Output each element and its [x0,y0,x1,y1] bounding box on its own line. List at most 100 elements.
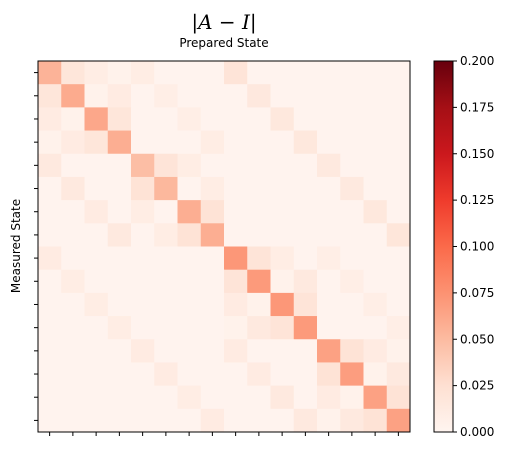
heatmap-cell-r1-c5 [154,84,178,108]
heatmap-cell-r15-c7 [200,408,225,433]
heatmap-cell-r14-c13 [340,385,364,410]
heatmap-cell-r13-c15 [386,362,411,387]
heatmap-cell-r6-c0 [38,200,62,224]
heatmap-cell-r6-c8 [224,200,248,224]
heatmap-cell-r7-c5 [154,223,178,247]
heatmap-cell-r8-c6 [177,246,202,271]
heatmap-cell-r10-c0 [38,292,62,317]
chart-title: |A − I| [191,10,256,35]
heatmap-cell-r4-c5 [154,153,178,178]
heatmap-cell-r15-c13 [340,408,364,433]
heatmap-cell-r15-c1 [61,408,85,433]
heatmap-cell-r14-c1 [61,385,85,410]
colorbar-tick-label-0: 0.000 [460,425,494,439]
heatmap-cell-r7-c9 [247,223,271,247]
heatmap-cell-r3-c5 [154,130,178,155]
heatmap-cell-r10-c12 [317,292,341,317]
colorbar-ticks: 0.000 0.025 0.050 0.075 0.100 0.125 0.150 0.175… [453,54,494,439]
heatmap-cell-r3-c10 [270,130,295,155]
heatmap-cell-r9-c3 [107,269,132,294]
heatmap-cell-r15-c14 [363,408,388,433]
heatmap-cell-r15-c6 [177,408,202,433]
heatmap-cell-r13-c6 [177,362,202,387]
x-axis-ticks [49,432,399,436]
heatmap-cell-r8-c8 [224,246,248,271]
heatmap-cell-r11-c2 [84,316,109,340]
heatmap-cell-r7-c0 [38,223,62,247]
heatmap-cell-r1-c3 [107,84,132,108]
heatmap-cell-r10-c3 [107,292,132,317]
heatmap-cell-r6-c6 [177,200,202,224]
heatmap-cell-r6-c5 [154,200,178,224]
heatmap-cell-r9-c11 [293,269,318,294]
heatmap-cell-r9-c6 [177,269,202,294]
colorbar-tick-label-2: 0.050 [460,332,494,346]
heatmap-cell-r11-c13 [340,316,364,340]
heatmap-cell-r13-c14 [363,362,388,387]
colorbar-tick-label-3: 0.075 [460,286,494,300]
heatmap-cell-r5-c3 [107,176,132,201]
heatmap-cell-r4-c9 [247,153,271,178]
heatmap-cell-r5-c5 [154,176,178,201]
heatmap-cell-r10-c5 [154,292,178,317]
heatmap-cell-r8-c9 [247,246,271,271]
heatmap-cell-r2-c14 [363,107,388,131]
heatmap-cell-r8-c15 [386,246,411,271]
heatmap-cell-r6-c2 [84,200,109,224]
heatmap-cell-r5-c2 [84,176,109,201]
heatmap-cell-r14-c12 [317,385,341,410]
heatmap-cell-r3-c15 [386,130,411,155]
heatmap-cell-r14-c4 [131,385,155,410]
heatmap-cell-r11-c1 [61,316,85,340]
heatmap-cell-r12-c8 [224,339,248,363]
heatmap-cell-r9-c7 [200,269,225,294]
colorbar-tick-label-8: 0.200 [460,54,494,68]
heatmap-cell-r4-c7 [200,153,225,178]
colorbar-tick-label-7: 0.175 [460,100,494,114]
heatmap-cell-r7-c11 [293,223,318,247]
heatmap-cell-r3-c0 [38,130,62,155]
heatmap-cell-r5-c11 [293,176,318,201]
heatmap-cell-r0-c13 [340,61,364,85]
heatmap-cell-r4-c12 [317,153,341,178]
heatmap-cell-r5-c15 [386,176,411,201]
heatmap-cell-r15-c11 [293,408,318,433]
heatmap-cell-r11-c12 [317,316,341,340]
heatmap-cell-r5-c7 [200,176,225,201]
heatmap-cell-r11-c6 [177,316,202,340]
heatmap-cell-r11-c9 [247,316,271,340]
heatmap-cell-r1-c12 [317,84,341,108]
heatmap-cell-r4-c13 [340,153,364,178]
heatmap-cell-r8-c13 [340,246,364,271]
heatmap-cell-r0-c0 [38,61,62,85]
heatmap-cell-r13-c8 [224,362,248,387]
heatmap-cell-r6-c3 [107,200,132,224]
heatmap-cell-r4-c3 [107,153,132,178]
heatmap-cell-r6-c9 [247,200,271,224]
heatmap-cell-r3-c9 [247,130,271,155]
heatmap-cell-r0-c7 [200,61,225,85]
heatmap-cell-r1-c8 [224,84,248,108]
y-axis-ticks [34,72,38,421]
heatmap-cell-r2-c2 [84,107,109,131]
heatmap-cell-r9-c1 [61,269,85,294]
heatmap-cell-r1-c0 [38,84,62,108]
heatmap-cell-r14-c6 [177,385,202,410]
heatmap-cell-r8-c3 [107,246,132,271]
chart-subtitle: Prepared State [179,36,268,50]
heatmap-cell-r12-c1 [61,339,85,363]
heatmap-cell-r1-c7 [200,84,225,108]
heatmap-cell-r13-c12 [317,362,341,387]
heatmap-cell-r0-c4 [131,61,155,85]
heatmap-cell-r7-c3 [107,223,132,247]
heatmap-cell-r7-c14 [363,223,388,247]
heatmap-cell-r10-c11 [293,292,318,317]
heatmap-cell-r3-c7 [200,130,225,155]
heatmap-cell-r3-c11 [293,130,318,155]
heatmap-cell-r2-c15 [386,107,411,131]
heatmap-cell-r9-c9 [247,269,271,294]
heatmap-cell-r14-c11 [293,385,318,410]
colorbar-tick-label-1: 0.025 [460,379,494,393]
heatmap-cell-r11-c3 [107,316,132,340]
